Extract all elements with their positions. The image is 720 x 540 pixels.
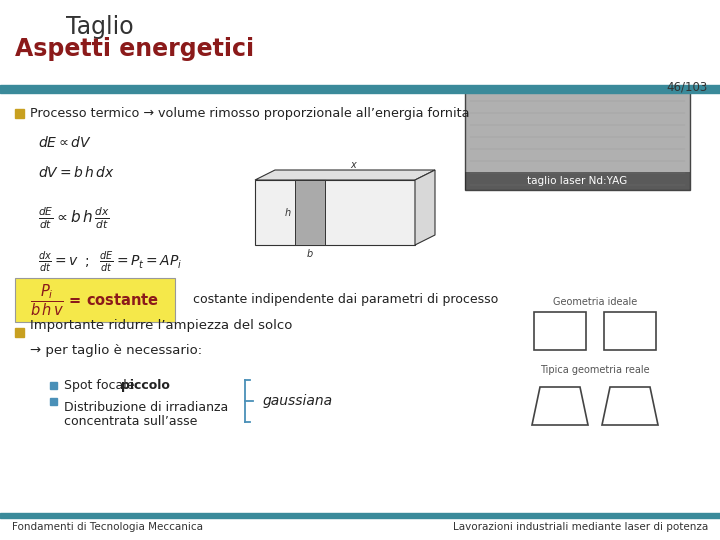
Text: 46/103: 46/103 (667, 81, 708, 94)
Text: → per taglio è necessario:: → per taglio è necessario: (30, 344, 202, 357)
Polygon shape (602, 387, 658, 425)
Bar (295, 180, 325, 245)
Polygon shape (532, 387, 588, 425)
Text: Tipica geometria reale: Tipica geometria reale (540, 365, 650, 375)
Text: $dV = b\,h\,dx$: $dV = b\,h\,dx$ (38, 165, 114, 180)
Bar (0, 85, 720, 93)
Text: Processo termico → volume rimosso proporzionale all’energia fornita: Processo termico → volume rimosso propor… (30, 106, 469, 119)
Bar (0, 513, 720, 518)
Polygon shape (255, 180, 415, 245)
Text: Spot focale: Spot focale (64, 379, 138, 392)
Text: Distribuzione di irradianza: Distribuzione di irradianza (64, 401, 228, 414)
Polygon shape (415, 170, 435, 245)
Text: $dE \propto dV$: $dE \propto dV$ (38, 135, 92, 150)
Text: Lavorazioni industriali mediante laser di potenza: Lavorazioni industriali mediante laser d… (453, 522, 708, 532)
Text: $\dfrac{P_i}{b\,h\,v}$ = costante: $\dfrac{P_i}{b\,h\,v}$ = costante (30, 282, 160, 318)
Bar (15, 278, 175, 322)
Bar (604, 312, 656, 350)
Text: gaussiana: gaussiana (263, 394, 333, 408)
Text: Fondamenti di Tecnologia Meccanica: Fondamenti di Tecnologia Meccanica (12, 522, 203, 532)
Bar (50, 397, 57, 404)
Text: piccolo: piccolo (121, 379, 170, 392)
Bar (15, 327, 24, 336)
Text: Importante ridurre l’ampiezza del solco: Importante ridurre l’ampiezza del solco (30, 319, 292, 332)
Text: Geometria ideale: Geometria ideale (553, 297, 637, 307)
Text: b: b (307, 249, 313, 259)
Bar (465, 172, 690, 190)
Bar (534, 312, 586, 350)
Text: costante indipendente dai parametri di processo: costante indipendente dai parametri di p… (193, 294, 498, 307)
Text: Aspetti energetici: Aspetti energetici (15, 37, 254, 61)
Text: concentrata sull’asse: concentrata sull’asse (64, 415, 197, 428)
Bar (465, 90, 690, 190)
Bar (15, 109, 24, 118)
Polygon shape (255, 170, 435, 180)
Text: taglio laser Nd:YAG: taglio laser Nd:YAG (527, 176, 628, 186)
Text: $\frac{dx}{dt} = v\;\;;\;\;\frac{dE}{dt} = P_t = AP_i$: $\frac{dx}{dt} = v\;\;;\;\;\frac{dE}{dt}… (38, 250, 182, 274)
Text: h: h (285, 207, 291, 218)
Bar (50, 381, 57, 388)
Text: $\frac{dE}{dt} \propto b\,h\,\frac{dx}{dt}$: $\frac{dE}{dt} \propto b\,h\,\frac{dx}{d… (38, 205, 109, 231)
Text: Taglio: Taglio (66, 15, 134, 39)
Text: x: x (350, 160, 356, 170)
